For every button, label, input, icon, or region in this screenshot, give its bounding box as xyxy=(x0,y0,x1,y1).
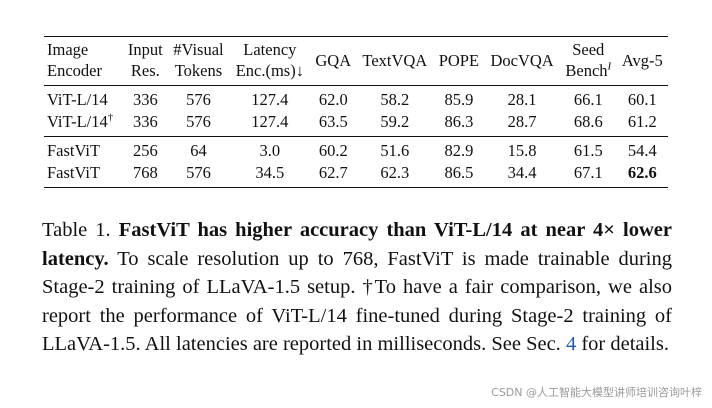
table-caption: Table 1. FastViT has higher accuracy tha… xyxy=(42,216,672,359)
cell-avg: 62.6 xyxy=(616,162,668,188)
cell-latency: 127.4 xyxy=(229,111,311,137)
vit-group: ViT-L/14 336 576 127.4 62.0 58.2 85.9 28.1 66.1 6… xyxy=(44,86,668,137)
cell-avg: 61.2 xyxy=(616,111,668,137)
cell-avg: 60.1 xyxy=(627,90,657,109)
table-row: FastViT 768 576 34.5 62.7 62.3 86.5 34.4 67.1 62.… xyxy=(44,162,668,188)
cell-gqa: 62.7 xyxy=(310,162,357,188)
cell-pope: 82.9 xyxy=(444,141,474,160)
cell-tokens: 64 xyxy=(190,141,207,160)
cell-res: 336 xyxy=(132,90,158,109)
cell-res: 768 xyxy=(122,162,168,188)
cell-seed: 61.5 xyxy=(573,141,603,160)
caption-bold-claim: FastViT has higher accuracy than ViT-L/1… xyxy=(42,219,672,270)
cell-tokens: 576 xyxy=(186,90,211,109)
cell-pope: 86.5 xyxy=(433,162,485,188)
cell-res: 336 xyxy=(122,111,168,137)
header-pope: POPE xyxy=(433,36,485,86)
caption-label: Table 1. xyxy=(42,219,111,241)
header-input-res: Input Res. xyxy=(122,36,168,86)
results-table-container: Image Encoder Input Res. #Visual Tokens Lat… xyxy=(44,36,668,188)
cell-docvqa: 34.4 xyxy=(484,162,560,188)
cell-encoder: FastViT xyxy=(47,141,101,160)
watermark: CSDN @人工智能大模型讲师培训咨询叶梓 xyxy=(491,386,702,399)
section-reference-link[interactable]: 4 xyxy=(565,333,577,355)
cell-seed: 66.1 xyxy=(573,90,603,109)
cell-latency: 127.4 xyxy=(251,90,289,109)
caption-body-end: for details. xyxy=(581,333,669,355)
table-row: ViT-L/14† 336 576 127.4 63.5 59.2 86.3 28.7 68.6… xyxy=(44,111,668,137)
cell-latency: 34.5 xyxy=(229,162,311,188)
cell-latency: 3.0 xyxy=(259,141,281,160)
header-textvqa: TextVQA xyxy=(356,36,434,86)
cell-textvqa: 58.2 xyxy=(380,90,410,109)
cell-encoder: ViT-L/14† xyxy=(44,111,123,137)
cell-textvqa: 62.3 xyxy=(356,162,434,188)
dagger-mark: † xyxy=(107,111,114,124)
cell-docvqa: 15.8 xyxy=(507,141,537,160)
cell-gqa: 63.5 xyxy=(310,111,357,137)
header-seedbench: Seed BenchI xyxy=(559,36,617,86)
cell-docvqa: 28.1 xyxy=(507,90,537,109)
header-gqa: GQA xyxy=(310,36,357,86)
fastvit-group: FastViT 256 64 3.0 60.2 51.6 82.9 15.8 61.5 54.4 F… xyxy=(44,137,668,188)
cell-gqa: 62.0 xyxy=(318,90,348,109)
table-row: ViT-L/14 336 576 127.4 62.0 58.2 85.9 28.1 66.1 6… xyxy=(44,86,668,112)
table-header-row: Image Encoder Input Res. #Visual Tokens Lat… xyxy=(44,36,668,86)
cell-pope: 86.3 xyxy=(433,111,485,137)
header-visual-tokens: #Visual Tokens xyxy=(167,36,230,86)
cell-gqa: 60.2 xyxy=(318,141,348,160)
table-row: FastViT 256 64 3.0 60.2 51.6 82.9 15.8 61.5 54.4 xyxy=(44,137,668,163)
cell-seed: 68.6 xyxy=(559,111,617,137)
results-table: Image Encoder Input Res. #Visual Tokens Lat… xyxy=(44,36,668,188)
cell-pope: 85.9 xyxy=(444,90,474,109)
cell-avg: 54.4 xyxy=(627,141,657,160)
header-latency: Latency Enc.(ms)↓ xyxy=(229,36,311,86)
cell-textvqa: 59.2 xyxy=(356,111,434,137)
cell-tokens: 576 xyxy=(167,111,230,137)
header-docvqa: DocVQA xyxy=(484,36,560,86)
cell-encoder: ViT-L/14 xyxy=(47,90,108,109)
cell-encoder: FastViT xyxy=(44,162,123,188)
cell-tokens: 576 xyxy=(167,162,230,188)
header-image-encoder: Image Encoder xyxy=(44,36,123,86)
cell-textvqa: 51.6 xyxy=(380,141,410,160)
caption-body: To scale resolution up to 768, FastViT i… xyxy=(42,247,672,356)
cell-seed: 67.1 xyxy=(559,162,617,188)
header-avg5: Avg-5 xyxy=(616,36,668,86)
cell-docvqa: 28.7 xyxy=(484,111,560,137)
cell-res: 256 xyxy=(132,141,158,160)
